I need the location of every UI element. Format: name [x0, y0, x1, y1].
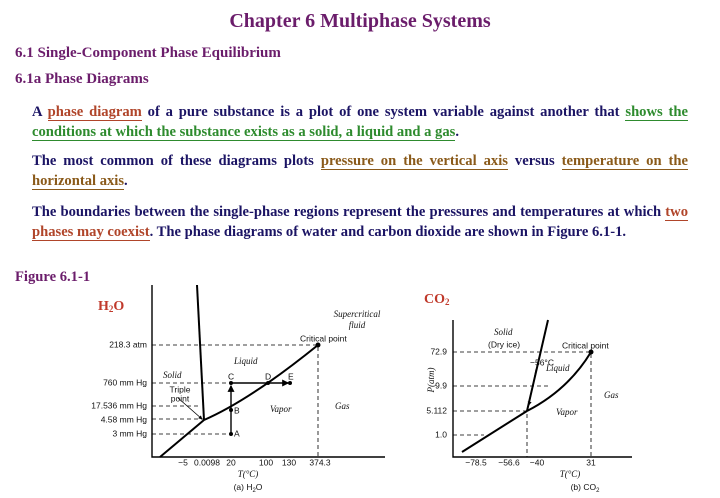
guide-lines [152, 344, 319, 457]
paragraph: A phase diagram of a pure substance is a… [32, 103, 688, 142]
caption-part: (b) CO [571, 482, 597, 492]
region-label: Solid [163, 370, 182, 380]
name-part: CO [424, 292, 445, 307]
y-tick-label: 3 mm Hg [113, 428, 148, 438]
y-tick-label: 1.0 [435, 429, 447, 439]
state-label: D [265, 371, 271, 381]
vapor-curve [526, 351, 592, 412]
y-tick-label: 760 mm Hg [103, 377, 147, 387]
point-label: Critical point [562, 340, 609, 350]
axis-label: T(°C) [560, 469, 581, 479]
x-tick-label: −56.6 [498, 457, 520, 467]
x-tick-label: −78.5 [465, 457, 487, 467]
axes [151, 285, 385, 458]
caption-part: O [256, 482, 263, 492]
critical-point [315, 342, 321, 348]
sublimation-curve [461, 410, 528, 453]
highlight: phase diagram [47, 104, 142, 121]
y-tick-label: 218.3 atm [109, 339, 147, 349]
paragraph: The boundaries between the single-phase … [32, 203, 688, 242]
text: . [455, 123, 459, 140]
caption-part: (a) H [234, 482, 253, 492]
point-label: Triple [170, 384, 191, 394]
figure-label: Figure 6.1-1 [15, 269, 91, 285]
co2-diagram: CO2 72.9 9.9 5.112 1.0 P(atm) −78.5 −56.… [424, 292, 632, 494]
region-label: Solid [494, 327, 513, 337]
y-tick-label: 4.58 mm Hg [101, 414, 148, 424]
subsection: 6.1a Phase Diagrams [15, 71, 149, 87]
x-tick-label: 374.3 [309, 457, 331, 467]
state-dots [229, 381, 292, 436]
x-tick-label: 20 [226, 457, 236, 467]
region-label: Gas [335, 401, 350, 411]
region-label: Supercritical [334, 309, 381, 319]
region-label: fluid [349, 320, 366, 330]
caption: (a) H2O [234, 482, 263, 493]
title: Chapter 6 Multiphase Systems [229, 10, 491, 32]
state-label: A [234, 428, 240, 438]
text: The boundaries between the single-phase … [32, 204, 666, 220]
highlight: shows the conditions at which the substa… [32, 104, 688, 141]
h2o-diagram: H2O 218.3 atm 760 mm Hg 17.536 mm Hg 4.5… [91, 284, 385, 494]
sublimation-curve [159, 419, 205, 458]
point-label: Critical point [300, 333, 347, 343]
text: . [124, 172, 128, 189]
guide-lines [453, 351, 592, 457]
axes [452, 320, 632, 458]
region-label: Gas [604, 390, 619, 400]
name-part: H [98, 299, 109, 314]
y-tick-label: 9.9 [435, 380, 447, 390]
state-label: C [228, 371, 234, 381]
region-label: Liquid [233, 356, 258, 366]
point-label: point [171, 393, 190, 403]
axis-label: P(atm) [426, 368, 436, 394]
name-sub: 2 [109, 304, 114, 314]
text: The most common of these diagrams plots [32, 153, 321, 169]
name-sub: 2 [445, 297, 450, 307]
caption-sub: 2 [252, 488, 256, 494]
y-tick-label: 5.112 [426, 405, 447, 415]
y-tick-label: 17.536 mm Hg [91, 400, 147, 410]
text: versus [507, 153, 562, 169]
region-label: Vapor [556, 407, 578, 417]
x-tick-label: 0.0098 [194, 457, 220, 467]
region-label: Liquid [545, 363, 570, 373]
x-tick-label: 130 [282, 457, 296, 467]
arrow [177, 397, 203, 420]
x-tick-label: −5 [178, 457, 188, 467]
highlight: two phases may coexist [32, 204, 688, 241]
caption-sub: 2 [596, 488, 600, 494]
text: A [32, 104, 48, 120]
state-label: E [288, 371, 294, 381]
region-label: Vapor [270, 404, 292, 414]
x-tick-label: 31 [586, 457, 596, 467]
point-label: −56°C [530, 357, 554, 367]
highlight: temperature on the horizontal axis [32, 153, 688, 190]
axis-label: T(°C) [238, 469, 259, 479]
text: . The phase diagrams of water and carbon… [149, 223, 627, 240]
paragraph: The most common of these diagrams plots … [32, 152, 688, 191]
caption: (b) CO2 [571, 482, 601, 493]
highlight: pressure on the vertical axis [320, 153, 508, 170]
state-label: B [234, 405, 240, 415]
region-label: (Dry ice) [488, 339, 520, 349]
arrow [527, 368, 537, 406]
x-tick-label: 100 [259, 457, 273, 467]
critical-point [588, 349, 594, 355]
y-tick-label: 72.9 [430, 346, 447, 356]
diagram-name: CO2 [424, 292, 450, 307]
x-tick-label: −40 [530, 457, 545, 467]
section: 6.1 Single-Component Phase Equilibrium [15, 45, 281, 61]
name-part: O [113, 299, 124, 314]
melting-curve [196, 284, 205, 421]
vapor-curve [203, 344, 319, 421]
text: of a pure substance is a plot of one sys… [141, 104, 626, 120]
diagram-name: H2O [98, 299, 124, 314]
